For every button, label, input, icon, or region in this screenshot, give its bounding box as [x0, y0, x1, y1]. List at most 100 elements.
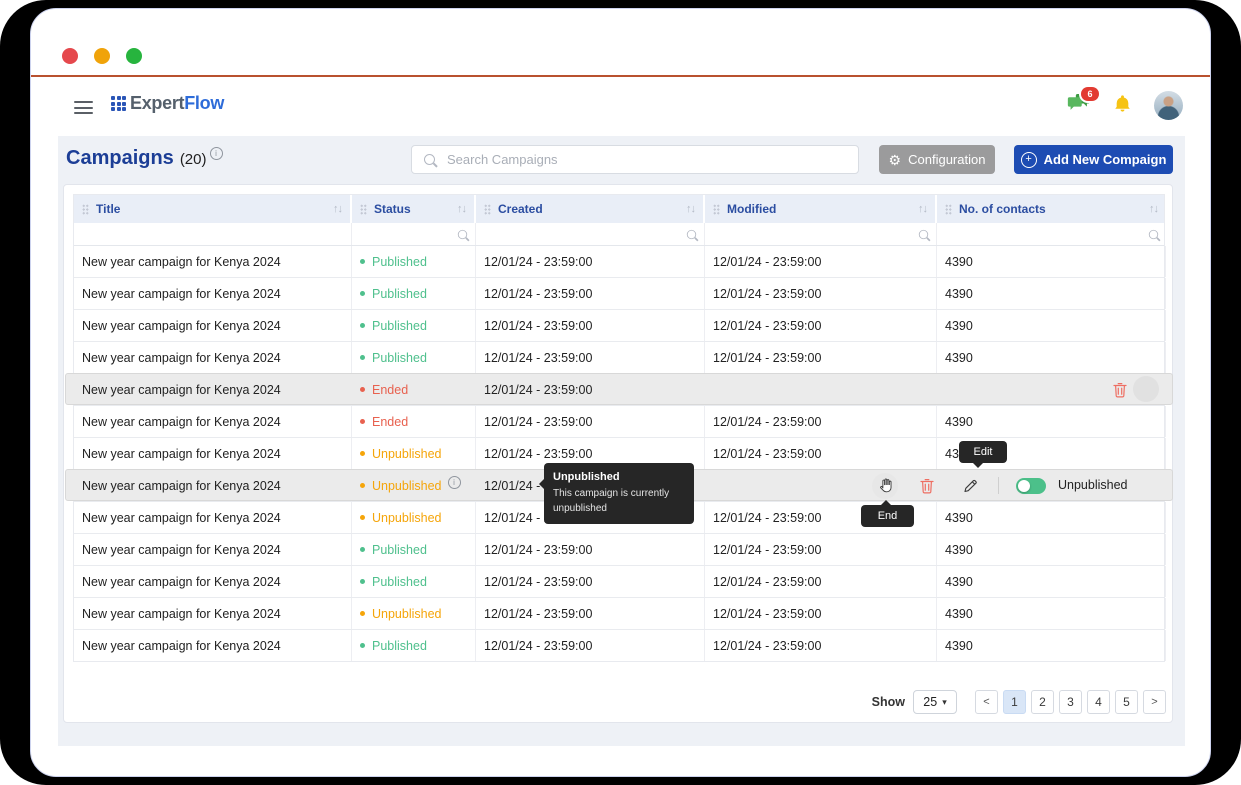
drag-handle-icon[interactable]	[484, 203, 491, 215]
chat-notifications-button[interactable]: 6	[1067, 87, 1099, 118]
drag-handle-icon[interactable]	[82, 203, 89, 215]
cell-title: New year campaign for Kenya 2024	[74, 342, 352, 373]
sort-icon[interactable]: ↑↓	[457, 203, 467, 215]
table-row[interactable]: New year campaign for Kenya 2024 Ended i…	[74, 406, 1166, 438]
cell-title: New year campaign for Kenya 2024	[82, 478, 281, 493]
edit-icon[interactable]	[963, 478, 978, 493]
window-controls	[62, 48, 142, 64]
table-row[interactable]: New year campaign for Kenya 2024 Publish…	[74, 278, 1166, 310]
drag-handle-icon[interactable]	[360, 203, 367, 215]
table-row[interactable]: New year campaign for Kenya 2024 Publish…	[74, 630, 1166, 661]
page-info-icon[interactable]: i	[209, 147, 223, 160]
table-header-row: Title ↑↓ Status ↑↓ Created	[74, 195, 1164, 223]
column-header-created[interactable]: Created ↑↓	[476, 195, 705, 223]
sort-icon[interactable]: ↑↓	[686, 203, 696, 215]
cell-contacts: 4390	[937, 310, 1166, 341]
cell-modified: 12/01/24 - 23:59:00	[705, 502, 937, 533]
table-row[interactable]: New year campaign for Kenya 2024 Publish…	[74, 342, 1166, 374]
prev-page-button[interactable]: <	[975, 690, 998, 714]
caret-down-icon: ▾	[942, 696, 947, 707]
page-button-4[interactable]: 4	[1087, 690, 1110, 714]
filter-status[interactable]	[352, 223, 476, 245]
menu-icon[interactable]	[74, 101, 93, 114]
column-label: No. of contacts	[959, 202, 1046, 216]
cell-modified: 12/01/24 - 23:59:00	[705, 406, 937, 437]
cell-created: 12/01/24 - 23:59:00	[476, 534, 705, 565]
page-button-2[interactable]: 2	[1031, 690, 1054, 714]
cell-title: New year campaign for Kenya 2024	[74, 534, 352, 565]
column-label: Created	[498, 202, 543, 216]
cell-title: New year campaign for Kenya 2024	[82, 382, 281, 397]
add-new-campaign-button[interactable]: + Add New Compaign	[1014, 145, 1173, 174]
status-dot	[360, 643, 365, 648]
cell-modified: 12/01/24 - 23:59:00	[705, 534, 937, 565]
cell-status: Published i	[352, 630, 476, 661]
sort-icon[interactable]: ↑↓	[333, 203, 343, 215]
table-row[interactable]: New year campaign for Kenya 2024 Publish…	[74, 534, 1166, 566]
campaigns-table: Title ↑↓ Status ↑↓ Created	[65, 194, 1173, 662]
delete-icon[interactable]	[920, 478, 934, 494]
column-header-status[interactable]: Status ↑↓	[352, 195, 476, 223]
table-row[interactable]: New year campaign for Kenya 2024 Ended i…	[65, 373, 1173, 406]
drag-handle-icon[interactable]	[945, 203, 952, 215]
drag-handle-icon[interactable]	[713, 203, 720, 215]
filter-modified[interactable]	[705, 223, 937, 245]
page-size-select[interactable]: 25 ▾	[913, 690, 957, 714]
table-row[interactable]: New year campaign for Kenya 2024 Publish…	[74, 310, 1166, 342]
next-page-button[interactable]: >	[1143, 690, 1166, 714]
sort-icon[interactable]: ↑↓	[1149, 203, 1159, 215]
cell-status: Published i	[352, 278, 476, 309]
table-row[interactable]: New year campaign for Kenya 2024 Publish…	[74, 246, 1166, 278]
search-input[interactable]	[445, 151, 858, 168]
page-button-1[interactable]: 1	[1003, 690, 1026, 714]
column-header-title[interactable]: Title ↑↓	[74, 195, 352, 223]
filter-title[interactable]	[74, 223, 352, 245]
cell-modified: 12/01/24 - 23:59:00	[705, 438, 937, 469]
cell-contacts: 4390	[937, 502, 1166, 533]
actions-divider	[998, 477, 999, 494]
page-button-3[interactable]: 3	[1059, 690, 1082, 714]
status-info-icon[interactable]: i	[447, 476, 461, 489]
delete-icon[interactable]	[1113, 382, 1127, 398]
column-label: Modified	[727, 202, 777, 216]
minimize-window-dot[interactable]	[94, 48, 110, 64]
maximize-window-dot[interactable]	[126, 48, 142, 64]
app-bar: ExpertFlow 6	[31, 77, 1210, 136]
logo-text-primary: Expert	[130, 93, 185, 113]
show-label: Show	[871, 695, 905, 709]
table-row[interactable]: New year campaign for Kenya 2024 Unpubli…	[74, 598, 1166, 630]
status-dot	[360, 547, 365, 552]
cell-created: 12/01/24 - 23:59:00	[476, 438, 705, 469]
column-label: Status	[374, 202, 411, 216]
cell-status: Published i	[352, 310, 476, 341]
status-tooltip: Unpublished This campaign is currently u…	[539, 463, 694, 524]
filter-created[interactable]	[476, 223, 705, 245]
bell-icon	[1115, 94, 1130, 112]
status-dot	[360, 291, 365, 296]
page-button-5[interactable]: 5	[1115, 690, 1138, 714]
plus-circle-icon: +	[1020, 151, 1037, 168]
cell-status: Unpublished i	[352, 470, 476, 501]
column-header-contacts[interactable]: No. of contacts ↑↓	[937, 195, 1166, 223]
column-header-modified[interactable]: Modified ↑↓	[705, 195, 937, 223]
notifications-button[interactable]	[1113, 94, 1132, 118]
table-row[interactable]: New year campaign for Kenya 2024 Publish…	[74, 566, 1166, 598]
campaign-count: (20)	[179, 151, 207, 168]
expertflow-logo: ExpertFlow	[111, 93, 224, 114]
column-label: Title	[96, 202, 121, 216]
tooltip-body: This campaign is currently unpublished	[553, 488, 670, 514]
table-row[interactable]: New year campaign for Kenya 2024 Unpubli…	[65, 441, 1173, 527]
hover-circle	[1133, 376, 1159, 402]
sort-icon[interactable]: ↑↓	[918, 203, 928, 215]
configuration-button[interactable]: ⚙ Configuration	[879, 145, 995, 174]
configuration-label: Configuration	[908, 152, 986, 167]
cell-title: New year campaign for Kenya 2024	[74, 406, 352, 437]
cell-title: New year campaign for Kenya 2024	[74, 566, 352, 597]
end-campaign-button[interactable]	[872, 472, 898, 499]
publish-toggle[interactable]	[1016, 478, 1046, 494]
filter-contacts[interactable]	[937, 223, 1166, 245]
close-window-dot[interactable]	[62, 48, 78, 64]
cell-created: 12/01/24 - 23:59:00	[476, 630, 705, 661]
user-avatar[interactable]	[1154, 91, 1183, 120]
hand-icon	[879, 478, 891, 493]
